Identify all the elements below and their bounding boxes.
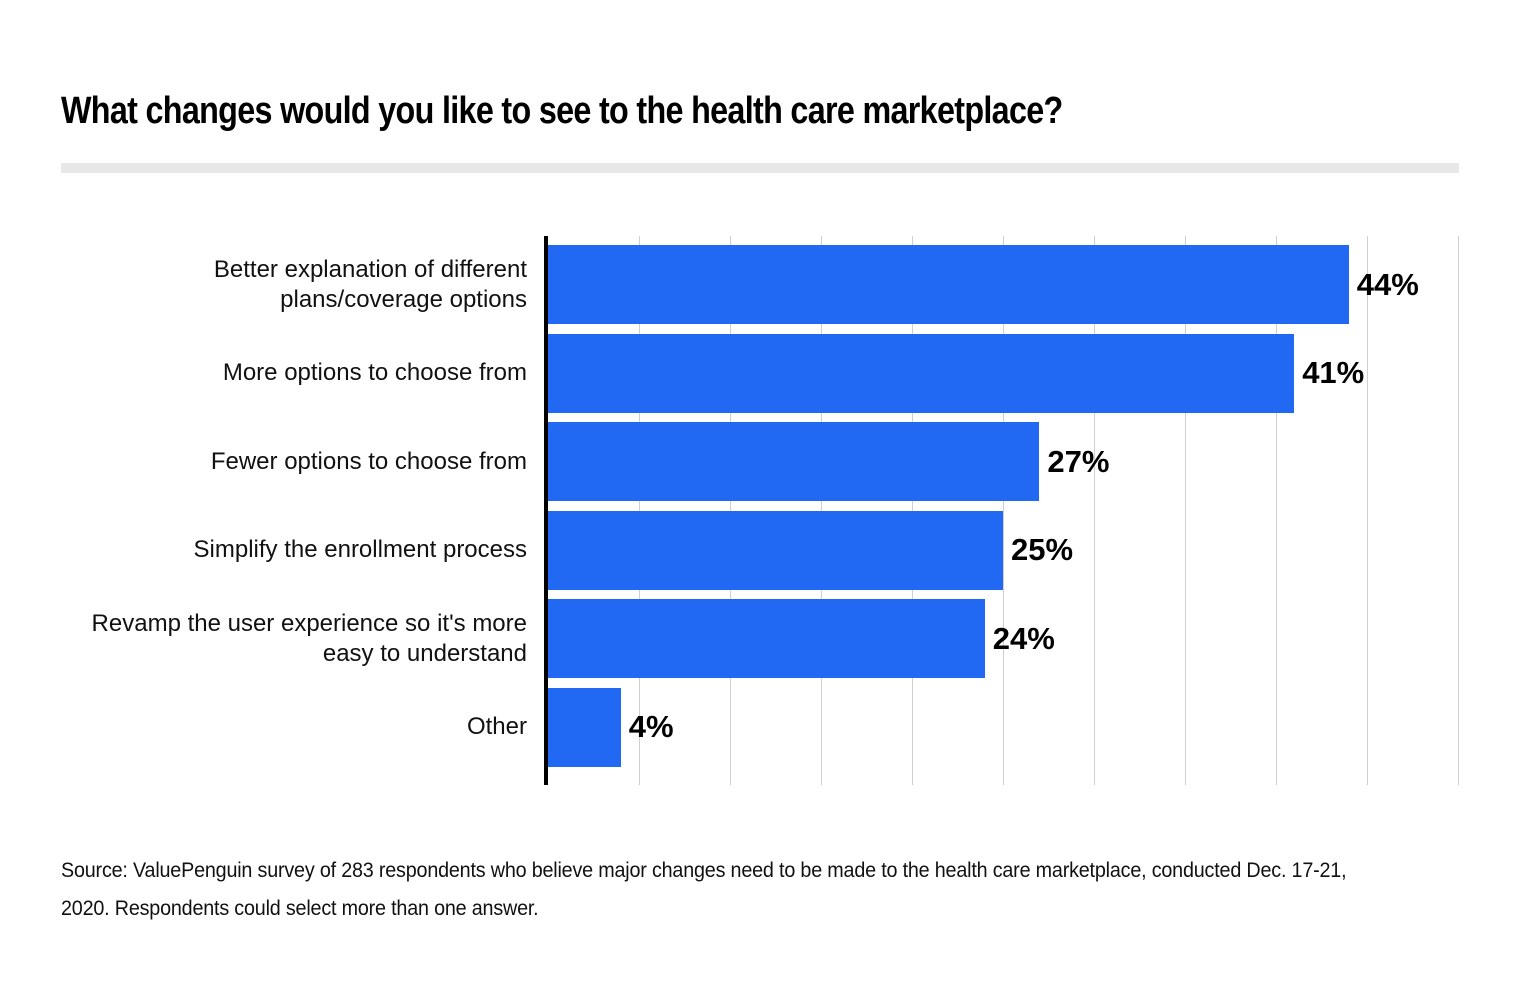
bar-value-label: 25%	[1011, 532, 1074, 568]
bar	[548, 422, 1040, 502]
bar	[548, 333, 1295, 413]
category-labels: Better explanation of different plans/co…	[61, 236, 548, 785]
bar	[548, 687, 621, 767]
bar	[548, 599, 985, 679]
source-note: Source: ValuePenguin survey of 283 respo…	[61, 852, 1459, 928]
bar-value-label: 41%	[1302, 355, 1365, 391]
bar-rows: 44% 41% 27% 25% 24% 4%	[548, 245, 1458, 767]
bar-value-label: 24%	[992, 620, 1055, 656]
gridline	[1276, 236, 1277, 785]
category-label: Revamp the user experience so it's more …	[91, 609, 527, 667]
bar-row: 4%	[548, 687, 1458, 767]
plot-area: 44% 41% 27% 25% 24% 4%	[544, 236, 1459, 785]
bar	[548, 245, 1349, 324]
category-label: More options to choose from	[222, 359, 527, 387]
gridline	[1367, 236, 1368, 785]
gridline	[1458, 236, 1459, 785]
page-title: What changes would you like to see to th…	[61, 90, 1063, 132]
gridline	[730, 236, 731, 785]
bar-row: 27%	[548, 422, 1458, 502]
bar-value-label: 44%	[1356, 266, 1419, 302]
title-divider	[61, 163, 1459, 173]
bar-value-label: 4%	[628, 709, 674, 745]
category-label: Simplify the enrollment process	[193, 536, 527, 564]
category-label: Other	[466, 713, 527, 741]
bar-value-label: 27%	[1047, 443, 1110, 479]
source-line-1: Source: ValuePenguin survey of 283 respo…	[61, 858, 1347, 882]
source-line-2: 2020. Respondents could select more than…	[61, 896, 539, 920]
y-axis-line	[544, 236, 548, 785]
gridline	[1185, 236, 1186, 785]
bar-row: 44%	[548, 245, 1458, 324]
bar-chart: Better explanation of different plans/co…	[61, 236, 1459, 785]
category-label: Better explanation of different plans/co…	[213, 255, 527, 313]
gridline	[1094, 236, 1095, 785]
bar-row: 25%	[548, 510, 1458, 590]
gridline	[639, 236, 640, 785]
bar-row: 41%	[548, 333, 1458, 413]
gridline	[1003, 236, 1004, 785]
bar-row: 24%	[548, 599, 1458, 679]
category-label: Fewer options to choose from	[210, 447, 527, 475]
gridline	[821, 236, 822, 785]
gridline	[912, 236, 913, 785]
bar	[548, 510, 1003, 590]
